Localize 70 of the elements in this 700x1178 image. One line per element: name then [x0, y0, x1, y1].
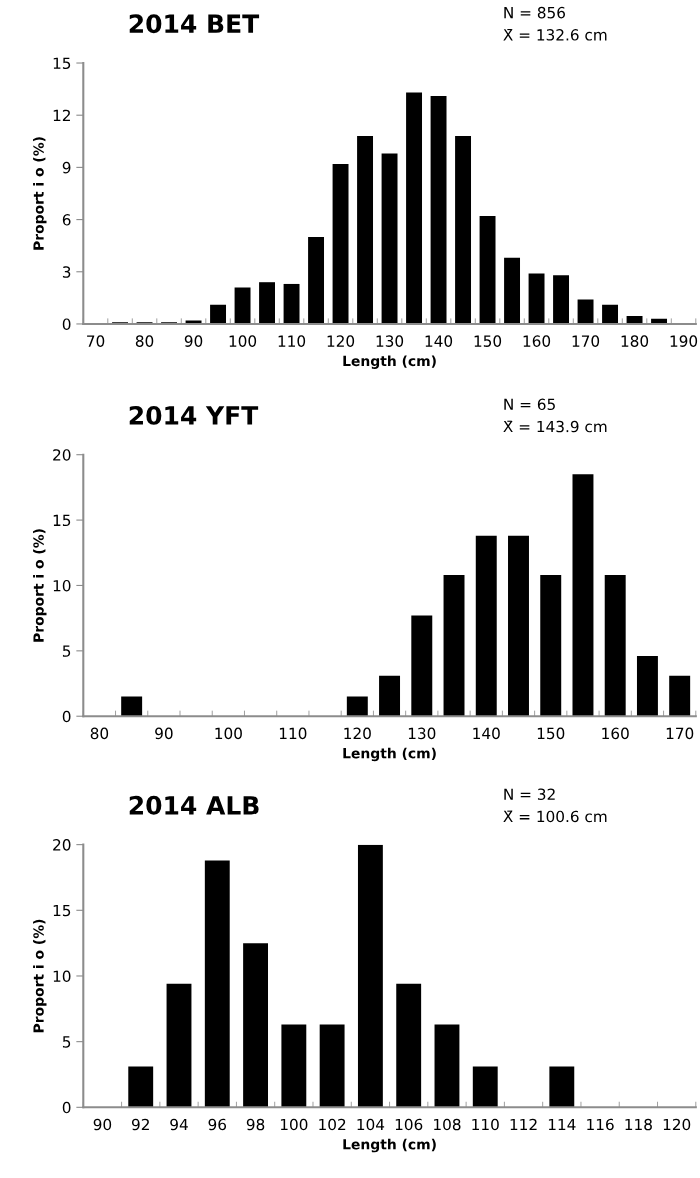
x-tick-label: 140 — [473, 727, 500, 740]
x-tick-label: 98 — [246, 1118, 265, 1131]
y-axis-title: Proport i o (%) — [33, 529, 47, 642]
x-tick-label: 160 — [602, 727, 629, 740]
x-tick-label: 92 — [131, 1118, 149, 1131]
x-tick-label: 106 — [395, 1118, 423, 1131]
x-tick-label: 130 — [408, 727, 436, 740]
x-axis-title: Length (cm) — [343, 747, 436, 762]
chart-title: 2014 BET — [129, 14, 260, 34]
x-tick-label: 150 — [474, 335, 502, 347]
x-tick-label: 116 — [587, 1118, 614, 1131]
x-axis-title: Length (cm) — [343, 355, 436, 369]
x-tick-label: 70 — [87, 335, 105, 347]
y-tick-label: 20 — [53, 839, 71, 851]
text: N = 65 — [504, 398, 555, 411]
chart-title: 2014 ALB — [129, 795, 259, 815]
y-tick-label: 9 — [62, 161, 71, 174]
y-tick-label: 15 — [53, 904, 71, 917]
x-tick-label: 96 — [208, 1118, 227, 1131]
y-tick-label: 15 — [53, 57, 71, 70]
y-tick-label: 10 — [53, 970, 71, 982]
x-axis-title: Length (cm) — [343, 1138, 436, 1153]
x-tick-label: 120 — [327, 335, 355, 347]
text: N = 32 — [504, 788, 555, 800]
x-tick-label: 80 — [135, 335, 154, 347]
text: X̄ = 132.6 cm — [503, 29, 607, 41]
text: X̄ = 100.6 cm — [503, 810, 607, 823]
chart-title: 2014 YFT — [129, 405, 259, 425]
y-tick-label: 3 — [62, 266, 71, 278]
y-tick-label: 5 — [62, 645, 71, 657]
x-tick-label: 90 — [93, 1118, 112, 1131]
x-tick-label: 100 — [280, 1118, 308, 1131]
x-tick-label: 104 — [357, 1118, 385, 1131]
y-tick-label: 0 — [62, 1101, 71, 1114]
x-tick-label: 80 — [90, 727, 109, 740]
y-tick-label: 20 — [53, 449, 71, 461]
x-tick-label: 108 — [434, 1118, 461, 1131]
x-tick-label: 190 — [670, 335, 698, 347]
x-tick-label: 102 — [319, 1118, 346, 1131]
x-tick-label: 170 — [572, 335, 600, 347]
x-tick-label: 90 — [155, 727, 173, 740]
text: N = 856 — [504, 6, 565, 19]
y-tick-label: 12 — [53, 109, 70, 122]
x-tick-label: 100 — [229, 335, 257, 347]
y-tick-label: 15 — [53, 514, 71, 527]
x-tick-label: 90 — [184, 335, 203, 347]
x-tick-label: 118 — [625, 1118, 652, 1131]
x-tick-label: 110 — [278, 335, 306, 347]
y-tick-label: 6 — [62, 214, 71, 226]
text: X̄ = 143.9 cm — [503, 420, 607, 433]
y-tick-label: 10 — [53, 579, 71, 592]
y-tick-label: 0 — [62, 318, 71, 330]
x-tick-label: 130 — [376, 335, 404, 347]
y-axis-title: Proport i o (%) — [33, 919, 47, 1033]
x-tick-label: 120 — [344, 727, 371, 740]
x-tick-label: 94 — [170, 1118, 188, 1131]
x-tick-label: 180 — [621, 335, 649, 347]
x-tick-label: 110 — [472, 1118, 499, 1131]
x-tick-label: 112 — [510, 1118, 537, 1131]
x-tick-label: 114 — [548, 1118, 576, 1131]
x-tick-label: 160 — [523, 335, 551, 347]
x-tick-label: 120 — [663, 1118, 691, 1131]
x-tick-label: 140 — [425, 335, 453, 347]
x-tick-label: 150 — [537, 727, 565, 740]
x-tick-label: 170 — [666, 727, 694, 740]
y-tick-label: 5 — [62, 1036, 71, 1048]
x-tick-label: 100 — [215, 727, 242, 740]
x-tick-label: 110 — [279, 727, 307, 740]
y-axis-title: Proport i o (%) — [33, 137, 47, 250]
y-tick-label: 0 — [62, 710, 71, 723]
